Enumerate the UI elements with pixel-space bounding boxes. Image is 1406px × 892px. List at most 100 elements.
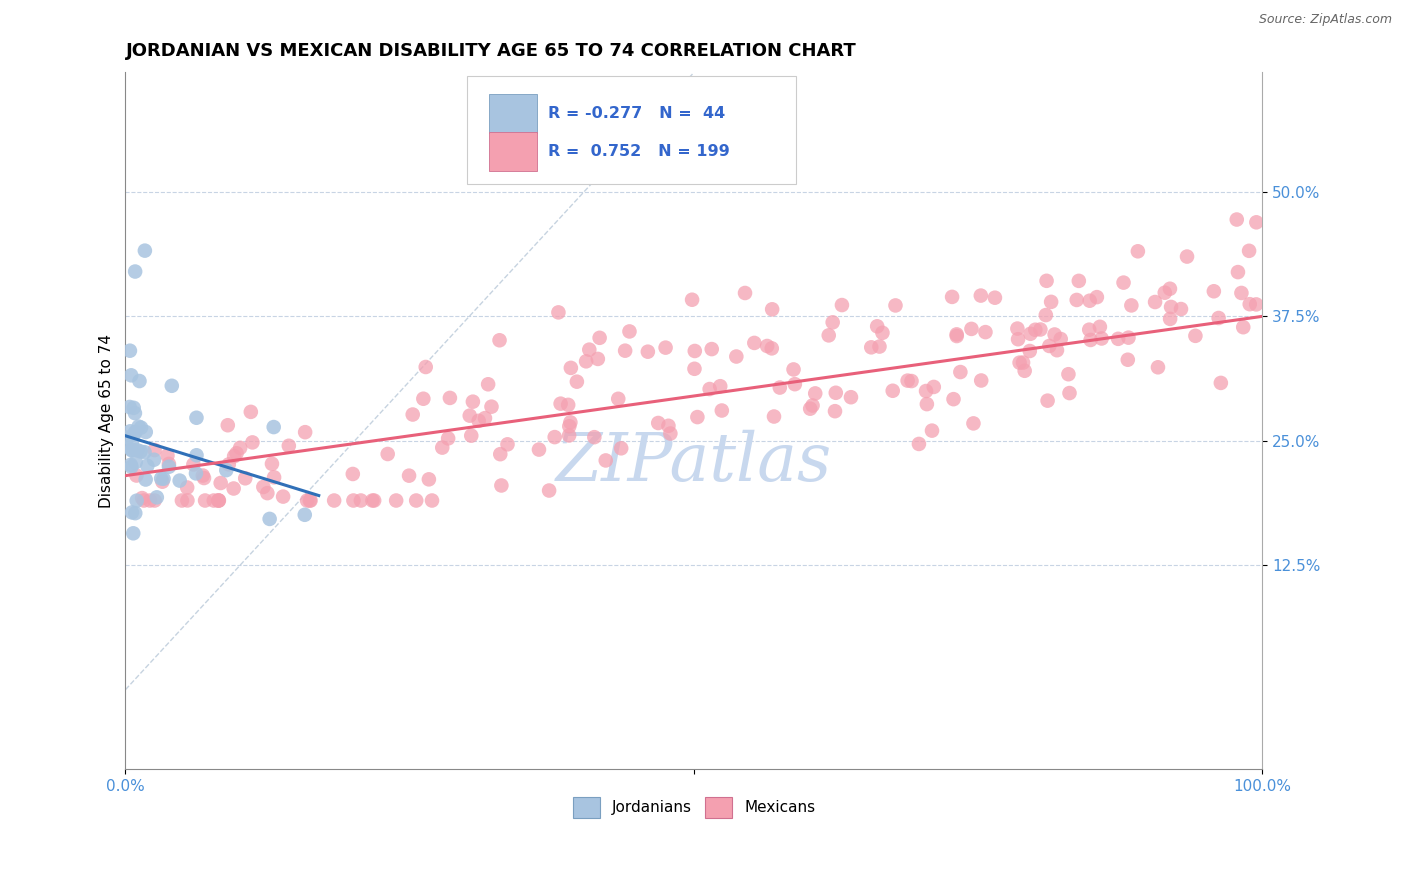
Point bbox=[233, 471, 256, 485]
Point bbox=[202, 493, 225, 508]
Point bbox=[550, 397, 572, 411]
Point bbox=[860, 340, 883, 354]
Point bbox=[1038, 339, 1060, 353]
Point bbox=[1078, 323, 1101, 337]
Point bbox=[1008, 356, 1031, 370]
Point bbox=[183, 458, 205, 472]
Point bbox=[1014, 364, 1036, 378]
Point bbox=[527, 442, 550, 457]
FancyBboxPatch shape bbox=[489, 94, 537, 133]
Text: Source: ZipAtlas.com: Source: ZipAtlas.com bbox=[1258, 13, 1392, 27]
Point bbox=[129, 444, 152, 458]
Point bbox=[949, 365, 972, 379]
Point bbox=[962, 417, 984, 431]
Point bbox=[124, 264, 146, 278]
Point bbox=[131, 491, 153, 505]
Point bbox=[575, 354, 598, 368]
Point bbox=[143, 443, 166, 458]
Point bbox=[882, 384, 904, 398]
Point bbox=[565, 375, 588, 389]
Point bbox=[872, 326, 894, 340]
Point bbox=[1066, 293, 1088, 307]
Point bbox=[263, 470, 285, 484]
Point bbox=[1035, 308, 1057, 322]
Point bbox=[129, 420, 152, 434]
Point bbox=[1112, 276, 1135, 290]
Point bbox=[1175, 250, 1198, 264]
Point bbox=[350, 493, 373, 508]
Point bbox=[207, 493, 229, 508]
Point bbox=[595, 453, 617, 467]
Point bbox=[125, 493, 148, 508]
Point bbox=[681, 293, 703, 307]
Point bbox=[709, 379, 731, 393]
Point bbox=[224, 449, 246, 463]
Point bbox=[1007, 332, 1029, 346]
Point bbox=[558, 428, 581, 442]
Point bbox=[460, 428, 482, 442]
Point bbox=[824, 404, 846, 418]
Point bbox=[488, 333, 510, 347]
Point bbox=[294, 425, 316, 439]
Point bbox=[136, 458, 159, 473]
Point bbox=[970, 374, 993, 388]
Point bbox=[239, 405, 262, 419]
Point bbox=[134, 244, 156, 258]
Point bbox=[538, 483, 561, 498]
Point bbox=[1029, 322, 1052, 336]
Point bbox=[263, 420, 285, 434]
Point bbox=[461, 394, 484, 409]
Point bbox=[271, 490, 294, 504]
Point bbox=[1035, 274, 1057, 288]
Point bbox=[783, 377, 806, 392]
Point bbox=[299, 493, 322, 508]
Point bbox=[647, 416, 669, 430]
Point bbox=[1202, 285, 1225, 299]
Point bbox=[128, 374, 150, 388]
Point bbox=[725, 350, 748, 364]
Point bbox=[128, 419, 150, 434]
Point bbox=[1018, 343, 1040, 358]
Point bbox=[209, 475, 232, 490]
Point bbox=[915, 397, 938, 411]
Point bbox=[120, 425, 142, 439]
Point bbox=[619, 325, 641, 339]
Point bbox=[222, 482, 245, 496]
Point bbox=[1170, 301, 1192, 316]
Point bbox=[474, 411, 496, 425]
Point bbox=[121, 505, 143, 519]
Point bbox=[260, 457, 283, 471]
Point bbox=[831, 298, 853, 312]
Point bbox=[1244, 297, 1267, 311]
Text: R = -0.277   N =  44: R = -0.277 N = 44 bbox=[548, 106, 725, 121]
Point bbox=[294, 508, 316, 522]
Point bbox=[150, 471, 173, 485]
Point bbox=[377, 447, 399, 461]
Point bbox=[342, 467, 364, 481]
Point bbox=[186, 410, 208, 425]
Point bbox=[1159, 311, 1181, 326]
Point bbox=[118, 343, 141, 358]
Point bbox=[1184, 329, 1206, 343]
Point bbox=[821, 315, 844, 329]
Point bbox=[734, 285, 756, 300]
Point bbox=[1121, 298, 1143, 312]
Point bbox=[385, 493, 408, 508]
Point bbox=[557, 398, 579, 412]
Point bbox=[610, 442, 633, 456]
Point bbox=[120, 459, 142, 474]
Point bbox=[420, 493, 443, 508]
Point bbox=[799, 401, 821, 416]
Point bbox=[193, 471, 215, 485]
Point bbox=[1007, 321, 1029, 335]
Point bbox=[756, 339, 779, 353]
Point bbox=[1024, 323, 1046, 337]
Point bbox=[120, 368, 142, 383]
Point bbox=[1226, 212, 1249, 227]
Point bbox=[614, 343, 637, 358]
Point bbox=[176, 481, 198, 495]
Point bbox=[578, 343, 600, 357]
Point bbox=[229, 441, 252, 455]
Point bbox=[118, 400, 141, 414]
Point bbox=[160, 378, 183, 392]
